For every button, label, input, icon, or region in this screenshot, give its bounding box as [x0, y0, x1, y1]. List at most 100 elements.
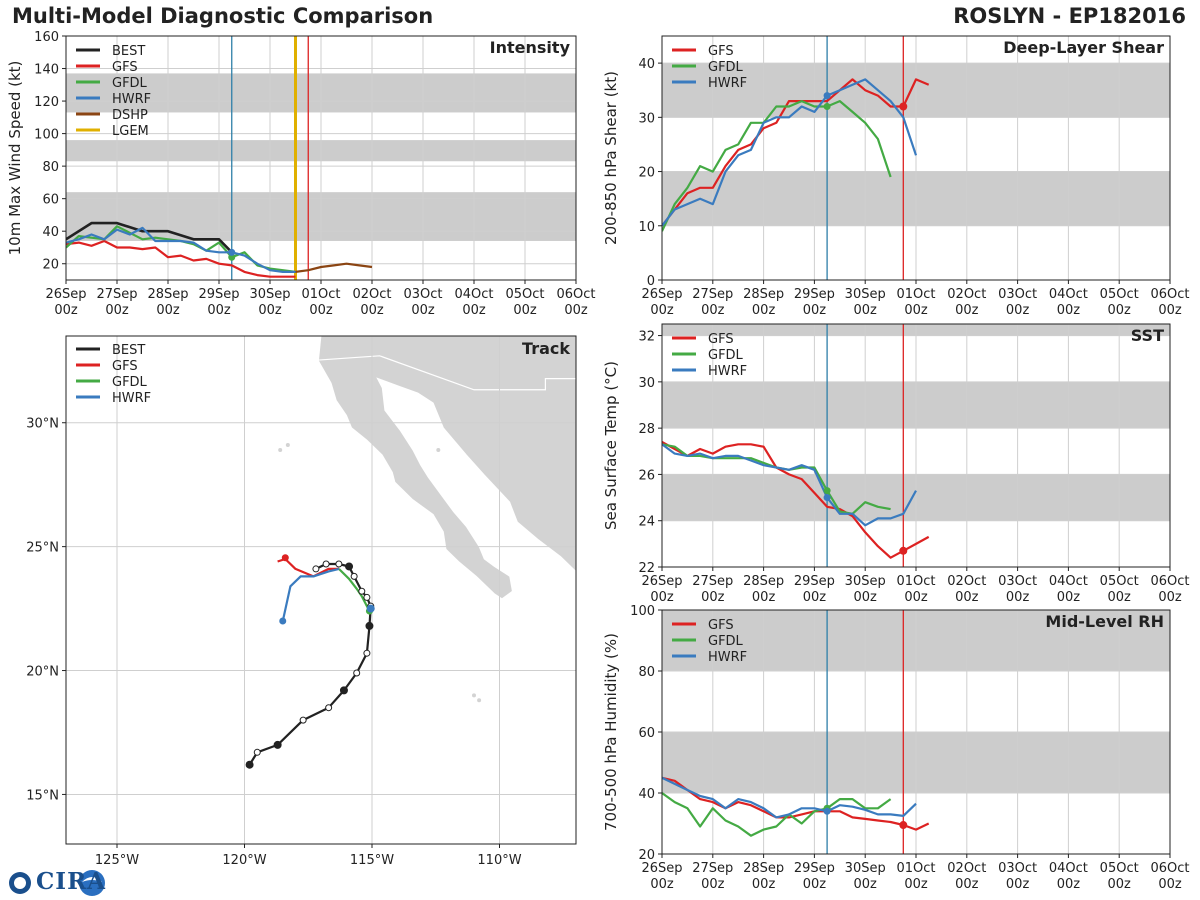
shear-point-hwrf — [877, 89, 879, 91]
rh-point-hwrf — [864, 809, 866, 811]
rh-point-hwrf — [725, 807, 727, 809]
rh-series-gfdl — [662, 792, 892, 837]
sst-point-gfdl — [725, 457, 727, 459]
intensity-xtick-label: 03Oct — [403, 287, 442, 302]
sst-point-hwrf — [890, 517, 892, 519]
track-best-point — [358, 587, 366, 595]
intensity-point-best — [167, 230, 169, 232]
sst-xtick-label-hour: 00z — [650, 590, 674, 605]
intensity-legend-label-lgem: LGEM — [112, 124, 149, 139]
intensity-init-marker-hwrf — [228, 248, 236, 256]
sst-point-gfs — [737, 443, 739, 445]
rh-ytick-label: 40 — [638, 787, 655, 802]
shear-point-gfdl — [686, 187, 688, 189]
shear-point-hwrf — [750, 149, 752, 151]
intensity-xtick-label-hour: 00z — [105, 303, 129, 318]
intensity-point-gfdl — [91, 237, 93, 239]
intensity-point-hwrf — [256, 263, 258, 265]
page-title: Multi-Model Diagnostic Comparison — [12, 4, 434, 28]
intensity-point-lgem — [295, 271, 297, 273]
sst-xtick-label: 05Oct — [1100, 574, 1139, 589]
sst-ytick-label: 28 — [638, 422, 655, 437]
intensity-point-hwrf — [244, 255, 246, 257]
intensity-xtick-label: 28Sep — [147, 287, 188, 302]
sst-point-gfs — [763, 446, 765, 448]
intensity-point-gfdl — [218, 242, 220, 244]
rh-point-hwrf — [737, 798, 739, 800]
sst-xtick-label-hour: 00z — [1158, 590, 1182, 605]
intensity-point-gfdl — [244, 251, 246, 253]
rh-point-gfs — [712, 801, 714, 803]
shear-point-gfdl — [890, 176, 892, 178]
rh-xtick-label-hour: 00z — [1006, 877, 1030, 892]
intensity-point-gfs — [193, 259, 195, 261]
rh-point-gfdl — [674, 801, 676, 803]
sst-point-gfdl — [737, 457, 739, 459]
track-best-point — [350, 572, 358, 580]
intensity-point-dshp — [320, 266, 322, 268]
intensity-point-hwrf — [193, 242, 195, 244]
shear-plot-area — [662, 36, 1170, 280]
intensity-point-hwrf — [218, 251, 220, 253]
track-ytick-label: 20°N — [26, 665, 59, 680]
shear-xtick-label: 03Oct — [998, 287, 1037, 302]
intensity-xtick-label-hour: 00z — [462, 303, 486, 318]
intensity-point-best — [91, 222, 93, 224]
shear-point-hwrf — [801, 105, 803, 107]
intensity-point-dshp — [346, 263, 348, 265]
rh-xtick-label-hour: 00z — [1108, 877, 1132, 892]
track-best-point — [325, 704, 333, 712]
shear-xtick-label: 29Sep — [794, 287, 835, 302]
intensity-point-hwrf — [154, 240, 156, 242]
sst-ytick-label: 26 — [638, 468, 655, 483]
track-best-point — [245, 760, 254, 769]
track-xtick-label: 120°W — [222, 853, 266, 868]
intensity-point-gfs — [78, 242, 80, 244]
shear-xtick-label-hour: 00z — [803, 303, 827, 318]
intensity-point-hwrf — [282, 271, 284, 273]
rh-point-gfs — [801, 813, 803, 815]
shear-point-gfs — [915, 78, 917, 80]
rh-xtick-label-hour: 00z — [803, 877, 827, 892]
shear-xtick-label-hour: 00z — [1158, 303, 1182, 318]
track-border — [318, 355, 576, 391]
sst-xtick-label-hour: 00z — [1006, 590, 1030, 605]
rh-plot-area — [662, 610, 1170, 854]
shear-xtick-label: 06Oct — [1150, 287, 1189, 302]
intensity-plot-area — [66, 36, 576, 280]
sst-legend-label-hwrf: HWRF — [708, 364, 747, 379]
shear-ytick-label: 30 — [638, 111, 655, 126]
sst-point-gfs — [801, 478, 803, 480]
rh-point-gfdl — [839, 798, 841, 800]
intensity-point-best — [142, 230, 144, 232]
track-best-point — [253, 748, 261, 756]
shear-ytick-label: 20 — [638, 166, 655, 181]
shear-xtick-label-hour: 00z — [955, 303, 979, 318]
intensity-legend-label-gfdl: GFDL — [112, 76, 148, 91]
track-island — [285, 443, 290, 448]
intensity-ylabel: 10m Max Wind Speed (kt) — [6, 61, 24, 256]
shear-point-gfdl — [750, 122, 752, 124]
intensity-point-dshp — [307, 269, 309, 271]
sst-xtick-label-hour: 00z — [854, 590, 878, 605]
shear-point-hwrf — [890, 100, 892, 102]
shear-point-hwrf — [902, 116, 904, 118]
shear-point-hwrf — [686, 203, 688, 205]
track-best-point — [339, 686, 348, 695]
rh-point-gfs — [890, 821, 892, 823]
track-title: Track — [522, 339, 570, 358]
sst-xtick-label-hour: 00z — [1108, 590, 1132, 605]
intensity-point-gfs — [91, 245, 93, 247]
intensity-point-gfs — [244, 271, 246, 273]
intensity-xtick-label: 26Sep — [45, 287, 86, 302]
sst-point-hwrf — [712, 457, 714, 459]
shear-legend-label-gfdl: GFDL — [708, 60, 744, 75]
sst-point-hwrf — [864, 524, 866, 526]
sst-xtick-label-hour: 00z — [752, 590, 776, 605]
rh-point-gfdl — [877, 807, 879, 809]
rh-legend-label-hwrf: HWRF — [708, 650, 747, 665]
rh-ytick-label: 80 — [638, 665, 655, 680]
rh-point-hwrf — [699, 795, 701, 797]
rh-point-gfs — [915, 829, 917, 831]
